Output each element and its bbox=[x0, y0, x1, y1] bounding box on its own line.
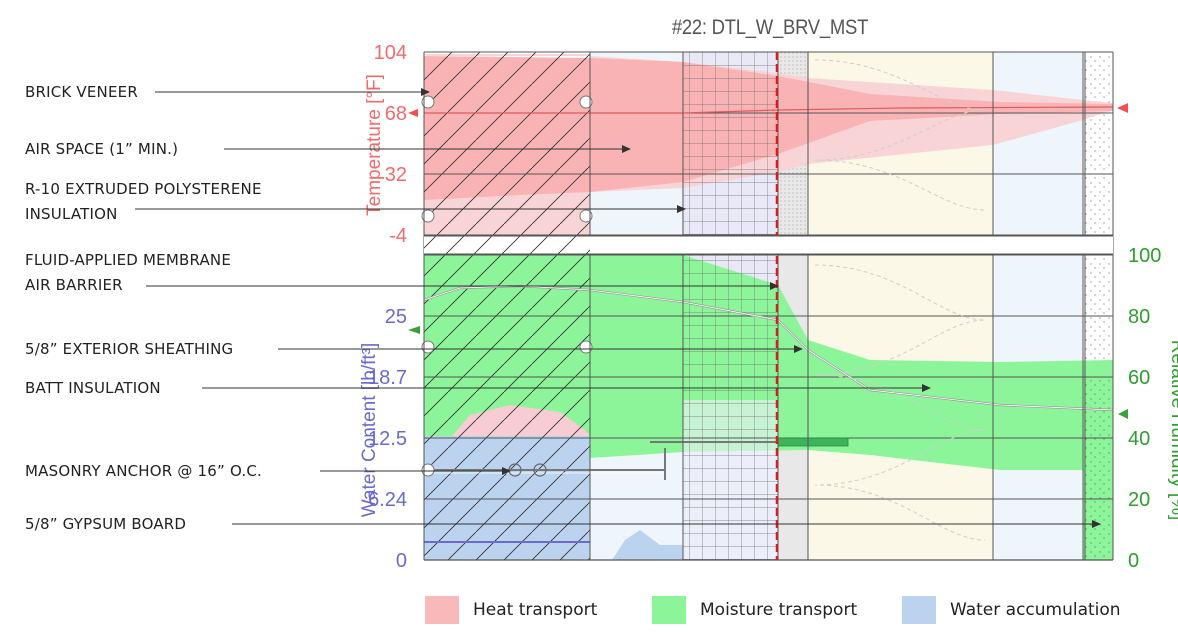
label-exterior-sheathing: 5/8” EXTERIOR SHEATHING bbox=[25, 340, 234, 358]
water-tick: 6.24 bbox=[368, 489, 407, 511]
rh-tick: 80 bbox=[1128, 306, 1150, 328]
temperature-tick: 104 bbox=[374, 42, 407, 64]
rh-tick: 0 bbox=[1128, 550, 1139, 572]
legend-heat: Heat transport bbox=[425, 595, 597, 625]
legend-label-water: Water accumulation bbox=[950, 600, 1121, 620]
water-tick: 18.7 bbox=[368, 367, 407, 389]
legend-label-moisture: Moisture transport bbox=[700, 600, 858, 620]
temperature-axis-label: Temperature [°F] bbox=[364, 74, 385, 216]
legend-moisture: Moisture transport bbox=[652, 595, 857, 625]
legend-label-heat: Heat transport bbox=[473, 600, 598, 620]
water-axis: 25 18.7 12.5 6.24 0 Water Content [lb/ft… bbox=[359, 306, 407, 572]
batt-insulation-pattern bbox=[814, 59, 986, 541]
temperature-axis: 104 68 32 -4 Temperature [°F] bbox=[364, 42, 407, 247]
rh-tick: 20 bbox=[1128, 489, 1150, 511]
leader-lines bbox=[135, 88, 1101, 528]
moisture-panel bbox=[408, 254, 1128, 561]
rh-axis: 100 80 60 40 20 0 Relative Humidity [%] bbox=[1128, 245, 1178, 572]
rh-axis-label: Relative Humidity [%] bbox=[1167, 340, 1178, 521]
legend-water: Water accumulation bbox=[902, 595, 1121, 625]
water-axis-label: Water Content [lb/ft³] bbox=[359, 343, 380, 518]
label-brick-veneer: BRICK VENEER bbox=[25, 83, 138, 101]
label-air-space: AIR SPACE (1” MIN.) bbox=[25, 140, 179, 158]
temperature-tick: 68 bbox=[385, 103, 407, 125]
temperature-panel bbox=[408, 51, 1128, 236]
label-air-barrier: FLUID-APPLIED MEMBRANE AIR BARRIER bbox=[25, 251, 232, 294]
legend-swatch-moisture bbox=[652, 596, 686, 624]
label-xps-insulation: R-10 EXTRUDED POLYSTERENE INSULATION bbox=[25, 180, 262, 223]
temperature-tick: -4 bbox=[389, 225, 407, 247]
diagram-title: #22: DTL_W_BRV_MST bbox=[671, 16, 869, 39]
legend-swatch-water bbox=[902, 596, 936, 624]
rh-tick: 60 bbox=[1128, 367, 1150, 389]
temperature-tick: 32 bbox=[385, 164, 407, 186]
layer-boundaries bbox=[423, 52, 1114, 560]
label-gypsum-board: 5/8” GYPSUM BOARD bbox=[25, 515, 187, 533]
water-accumulation-mid bbox=[612, 530, 683, 560]
masonry-anchor bbox=[430, 437, 849, 480]
rh-tick: 40 bbox=[1128, 428, 1150, 450]
legend-swatch-heat bbox=[425, 596, 459, 624]
label-batt-insulation: BATT INSULATION bbox=[25, 379, 161, 397]
water-tick: 0 bbox=[396, 550, 407, 572]
water-tick: 25 bbox=[385, 306, 407, 328]
label-masonry-anchor: MASONRY ANCHOR @ 16” O.C. bbox=[25, 462, 262, 480]
water-tick: 12.5 bbox=[368, 428, 407, 450]
rh-tick: 100 bbox=[1128, 245, 1161, 267]
